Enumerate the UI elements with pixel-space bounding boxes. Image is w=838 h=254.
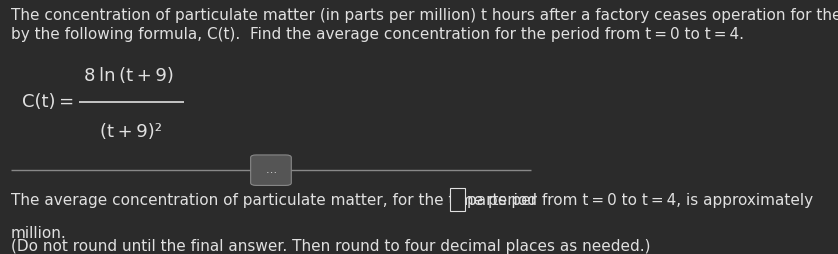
- Text: …: …: [266, 165, 277, 175]
- Text: parts per: parts per: [467, 193, 537, 208]
- Text: (t + 9)²: (t + 9)²: [101, 123, 163, 141]
- Text: (Do not round until the final answer. Then round to four decimal places as neede: (Do not round until the final answer. Th…: [11, 239, 650, 254]
- FancyBboxPatch shape: [450, 188, 465, 211]
- FancyBboxPatch shape: [251, 155, 292, 185]
- Text: The average concentration of particulate matter, for the time period from t = 0 : The average concentration of particulate…: [11, 193, 813, 208]
- Text: C(t) =: C(t) =: [22, 93, 74, 110]
- Text: The concentration of particulate matter (in parts per million) t hours after a f: The concentration of particulate matter …: [11, 8, 838, 42]
- Text: 8 ln (t + 9): 8 ln (t + 9): [84, 67, 173, 85]
- Text: million.: million.: [11, 226, 66, 241]
